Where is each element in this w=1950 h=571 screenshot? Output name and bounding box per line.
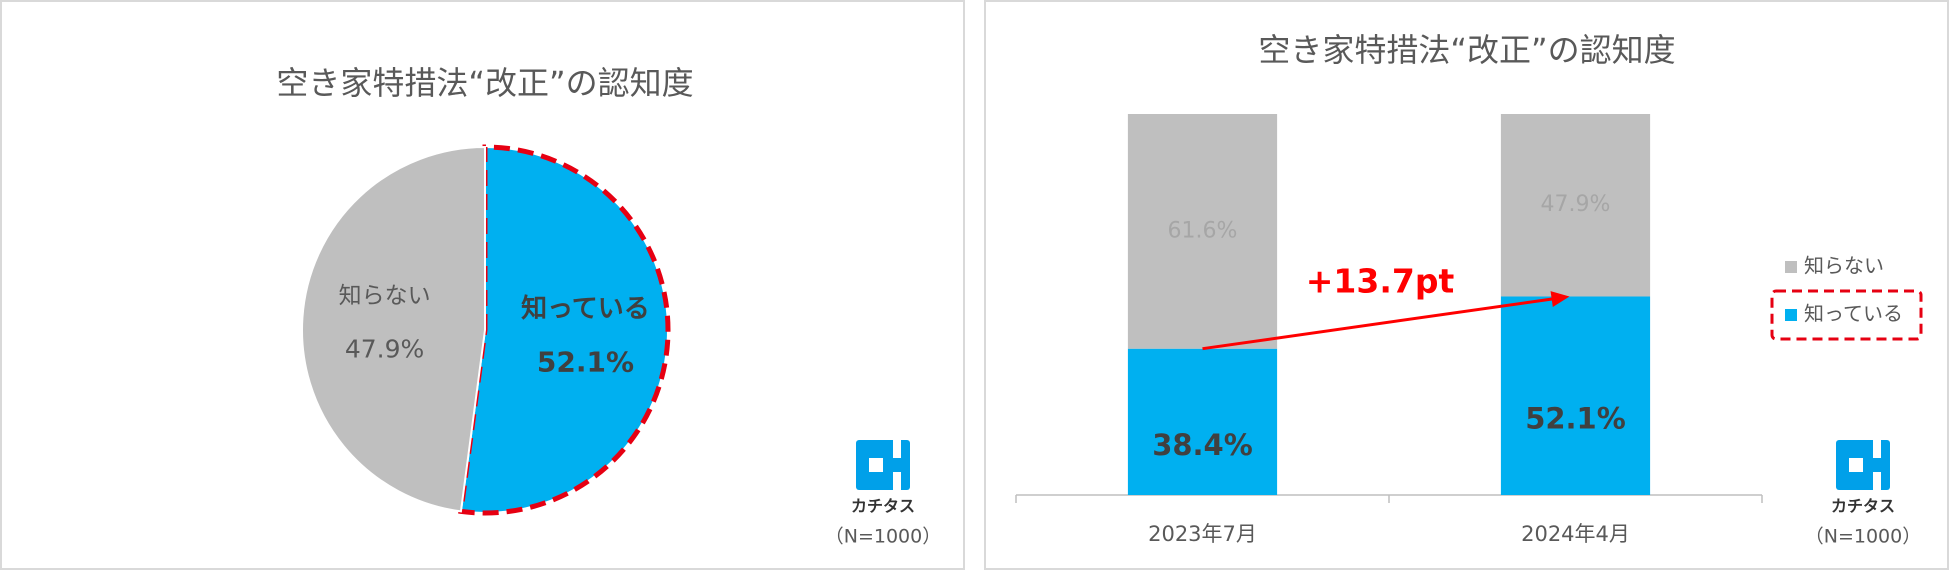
- legend-label: 知らない: [1804, 254, 1884, 278]
- logo-mark: [869, 458, 883, 472]
- data-label: 38.4%: [1152, 428, 1253, 462]
- legend-swatch: [1785, 261, 1797, 273]
- trend-arrow: [1202, 296, 1556, 351]
- slice-name: 知っている: [521, 294, 650, 324]
- note: （N=1000）: [825, 526, 942, 548]
- legend-swatch: [1785, 309, 1797, 321]
- annotation: +13.7pt: [1306, 262, 1455, 301]
- logo-mark: [893, 472, 901, 492]
- chart-title: 空き家特措法“改正”の認知度: [276, 64, 693, 102]
- slice-name: 知らない: [339, 283, 431, 309]
- note: （N=1000）: [1805, 526, 1922, 548]
- bar-segment: [1127, 348, 1278, 495]
- bar-segment: [1500, 296, 1651, 495]
- bar-segment: [1127, 114, 1278, 349]
- x-tick-label: 2024年4月: [1521, 522, 1630, 546]
- bar-segment: [1500, 114, 1651, 297]
- highlight-outline: [458, 144, 671, 516]
- logo-mark: [1849, 458, 1863, 472]
- data-label: 61.6%: [1168, 218, 1238, 243]
- brand: カチタス: [851, 497, 915, 516]
- logo-mark: [893, 438, 901, 458]
- pie-slice: [301, 145, 486, 513]
- data-label: 47.9%: [345, 334, 424, 363]
- logo-mark: [1873, 438, 1881, 458]
- logo-mark: [1873, 472, 1881, 492]
- trend-arrow-head: [1550, 291, 1570, 307]
- data-label: 52.1%: [1525, 402, 1626, 436]
- data-label: 52.1%: [537, 346, 634, 379]
- highlight-outline: [1770, 289, 1923, 341]
- chart-title: 空き家特措法“改正”の認知度: [1258, 31, 1675, 69]
- legend-label: 知っている: [1804, 302, 1903, 326]
- data-label: 47.9%: [1541, 192, 1611, 217]
- brand: カチタス: [1831, 497, 1895, 516]
- x-tick-label: 2023年7月: [1148, 522, 1257, 546]
